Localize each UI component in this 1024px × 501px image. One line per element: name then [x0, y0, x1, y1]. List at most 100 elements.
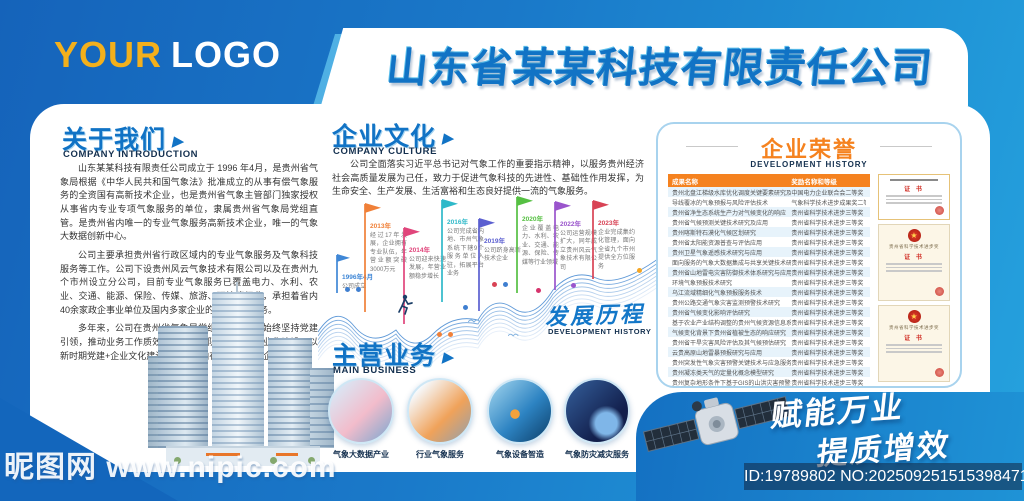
company-logo: YOUR LOGO	[54, 34, 281, 76]
flag-pole	[441, 200, 443, 302]
business-item: 气象设备智造	[485, 378, 555, 460]
flag-pole	[364, 204, 366, 312]
achievement-name-cell: 贵州喀斯特石漠化气候区划研究	[672, 230, 757, 237]
business-item: 行业气象服务	[405, 378, 475, 460]
table-row: 贵州喀斯特石漠化气候区划研究 贵州省科学技术进步三等奖	[668, 227, 870, 237]
flag-pole	[592, 201, 594, 279]
decor-dot	[463, 305, 468, 310]
table-row: 导线覆冰的气象预报与风险评估技术 气象科学技术进步成果奖二等奖	[668, 197, 870, 207]
flag-icon	[337, 254, 350, 262]
achievement-name-cell: 贵州突发性气象灾害预警关键技术与应急服务体系研究	[672, 360, 792, 367]
honors-title: 企业荣誉	[658, 132, 960, 164]
bird-icon	[468, 319, 481, 323]
achievement-name-cell: 贵州省气候变化影响评估研究	[672, 310, 751, 317]
milestone-text: 经过17年发展，企业拥有专业队伍，年营业额突破3000万元	[370, 233, 407, 273]
flag-pole	[336, 255, 338, 293]
company-name-title: 山东省某某科技有限责任公司	[384, 45, 936, 91]
red-seal-icon	[935, 368, 944, 377]
table-row: 贵州北盘江梯级水库优化调度关键要素研究及实践 中国电力企业联合会二等奖	[668, 187, 870, 197]
certificate-label: 证 书	[904, 336, 924, 342]
table-row: 贵州公路交通气象灾害监测预警技术研究 贵州省科学技术进步三等奖	[668, 297, 870, 307]
award-grade-cell: 贵州省科学技术进步三等奖	[791, 220, 864, 227]
award-grade-cell: 贵州省科学技术进步三等奖	[791, 380, 864, 387]
decor-line	[206, 453, 240, 456]
certificate-label: 证 书	[904, 187, 924, 193]
milestone-text: 公司迎来快速发展，年营业额稳步增长	[409, 257, 446, 280]
award-grade-cell: 贵州省科学技术进步三等奖	[791, 330, 864, 337]
achievement-name-cell: 贵州省净生态系统生产力对气候变化的响应	[672, 210, 787, 217]
column-header: 奖励名称和等级	[791, 178, 837, 186]
logo-your: YOUR	[54, 34, 163, 75]
arrow-right-icon: ▶	[441, 349, 457, 366]
achievement-name-cell: 基于农业产业结构调整的贵州气候资源信息系统	[672, 320, 792, 327]
award-grade-cell: 贵州省科学技术进步三等奖	[791, 260, 864, 267]
award-grade-cell: 贵州省科学技术进步三等奖	[791, 350, 864, 357]
decor-dot	[536, 288, 541, 293]
business-item: 气象防灾减灾服务	[562, 378, 632, 460]
arrow-right-icon: ▶	[441, 130, 457, 147]
national-emblem-icon: ★	[907, 229, 921, 242]
certificate-org: 贵州省科学技术进步奖	[889, 325, 939, 330]
decor-dot	[492, 282, 497, 287]
milestone-label: 2014年 公司迎来快速发展，年营业额稳步增长	[409, 244, 446, 281]
flag-icon	[555, 201, 571, 211]
development-timeline: 1996年4月 公司成立 2013年 经过17年发展，企业拥有专业队伍，年营业额…	[322, 190, 662, 358]
achievement-name-cell: 云贵高原山地雷暴预报研究与应用	[672, 350, 763, 357]
decor-dot	[448, 332, 453, 337]
table-row: 贵州复杂地形条件下基于GIS的山洪灾害预警技术研究 贵州省科学技术进步三等奖	[668, 377, 870, 387]
table-row: 基于农业产业结构调整的贵州气候资源信息系统 贵州省科学技术进步三等奖	[668, 317, 870, 327]
table-row: 气候变化背景下贵州省植被生态的响应研究 贵州省科学技术进步三等奖	[668, 327, 870, 337]
certificate-image: 证 书	[878, 174, 950, 220]
tree	[308, 457, 315, 464]
award-grade-cell: 贵州省科学技术进步三等奖	[791, 290, 864, 297]
flag-icon	[442, 199, 458, 209]
flag-pole	[478, 219, 480, 311]
certificate-image: ★ 贵州省科学技术进步奖 证 书	[878, 305, 950, 382]
decor-line	[886, 195, 942, 197]
honors-table-rows: 贵州北盘江梯级水库优化调度关键要素研究及实践 中国电力企业联合会二等奖 导线覆冰…	[668, 187, 870, 387]
achievement-name-cell: 贵州复杂地形条件下基于GIS的山洪灾害预警技术研究	[672, 380, 791, 387]
about-paragraph: 公司主要承担贵州省行政区域内的专业气象服务及气象科技服务等工作。公司下设贵州风云…	[60, 250, 318, 315]
milestone-year: 2014年	[409, 247, 430, 254]
award-grade-cell: 贵州省科学技术进步三等奖	[791, 240, 864, 247]
runner-icon	[398, 294, 413, 315]
decor-line	[886, 270, 942, 272]
tree	[174, 457, 181, 464]
decor-line	[886, 347, 942, 349]
decor-line	[886, 198, 942, 200]
decor-dot	[571, 283, 576, 288]
award-grade-cell: 贵州省科学技术进步三等奖	[791, 360, 864, 367]
table-row: 贵州突发性气象灾害预警关键技术与应急服务体系研究 贵州省科学技术进步三等奖	[668, 357, 870, 367]
business-title: 主营业务	[332, 342, 437, 370]
flag-pole	[403, 228, 405, 324]
milestone-label: 2019年 公司跻身高新技术企业	[484, 235, 521, 264]
award-grade-cell: 贵州省科学技术进步三等奖	[791, 250, 864, 257]
table-row: 贵州省气候变化影响评估研究 贵州省科学技术进步三等奖	[668, 307, 870, 317]
honors-panel: 企业荣誉 DEVELOPMENT HISTORY 成果名称 奖励名称和等级 贵州…	[656, 122, 962, 388]
decor-line	[886, 351, 942, 353]
achievement-name-cell: 贵州凝冻类天气的定量化概念模型研究	[672, 370, 775, 377]
table-row: 贵州省山地雷电灾害防御技术体系研究与应用 贵州省科学技术进步三等奖	[668, 267, 870, 277]
milestone-text: 公司跻身高新技术企业	[484, 248, 521, 263]
achievement-name-cell: 贵州卫星气象遥感技术研究与应用	[672, 250, 763, 257]
development-history-caption-en: DEVELOPMENT HISTORY	[548, 327, 652, 336]
flag-icon	[404, 227, 420, 237]
award-grade-cell: 气象科学技术进步成果奖二等奖	[791, 200, 866, 207]
award-grade-cell: 贵州省科学技术进步三等奖	[791, 210, 864, 217]
business-subtitle: MAIN BUSINESS	[333, 365, 417, 376]
achievement-name-cell: 贵州公路交通气象灾害监测预警技术研究	[672, 300, 781, 307]
milestone-text: 公司完成省内地、市州气象系统下辖9个服务单位入驻，拓展平台业务	[447, 229, 484, 277]
decor-line	[886, 202, 942, 204]
culture-subtitle: COMPANY CULTURE	[333, 146, 437, 157]
tree	[270, 457, 277, 464]
decor-dot	[437, 332, 442, 337]
about-title: 关于我们	[62, 126, 167, 154]
flag-icon	[517, 196, 533, 206]
achievement-name-cell: 环境气象预报技术研究	[672, 280, 733, 287]
decor-line	[890, 179, 938, 181]
award-grade-cell: 贵州省科学技术进步三等奖	[791, 230, 864, 237]
award-grade-cell: 贵州省科学技术进步三等奖	[791, 320, 864, 327]
business-label: 气象设备智造	[496, 450, 544, 459]
honors-table-header: 成果名称 奖励名称和等级	[668, 174, 870, 187]
award-grade-cell: 贵州省科学技术进步三等奖	[791, 370, 864, 377]
